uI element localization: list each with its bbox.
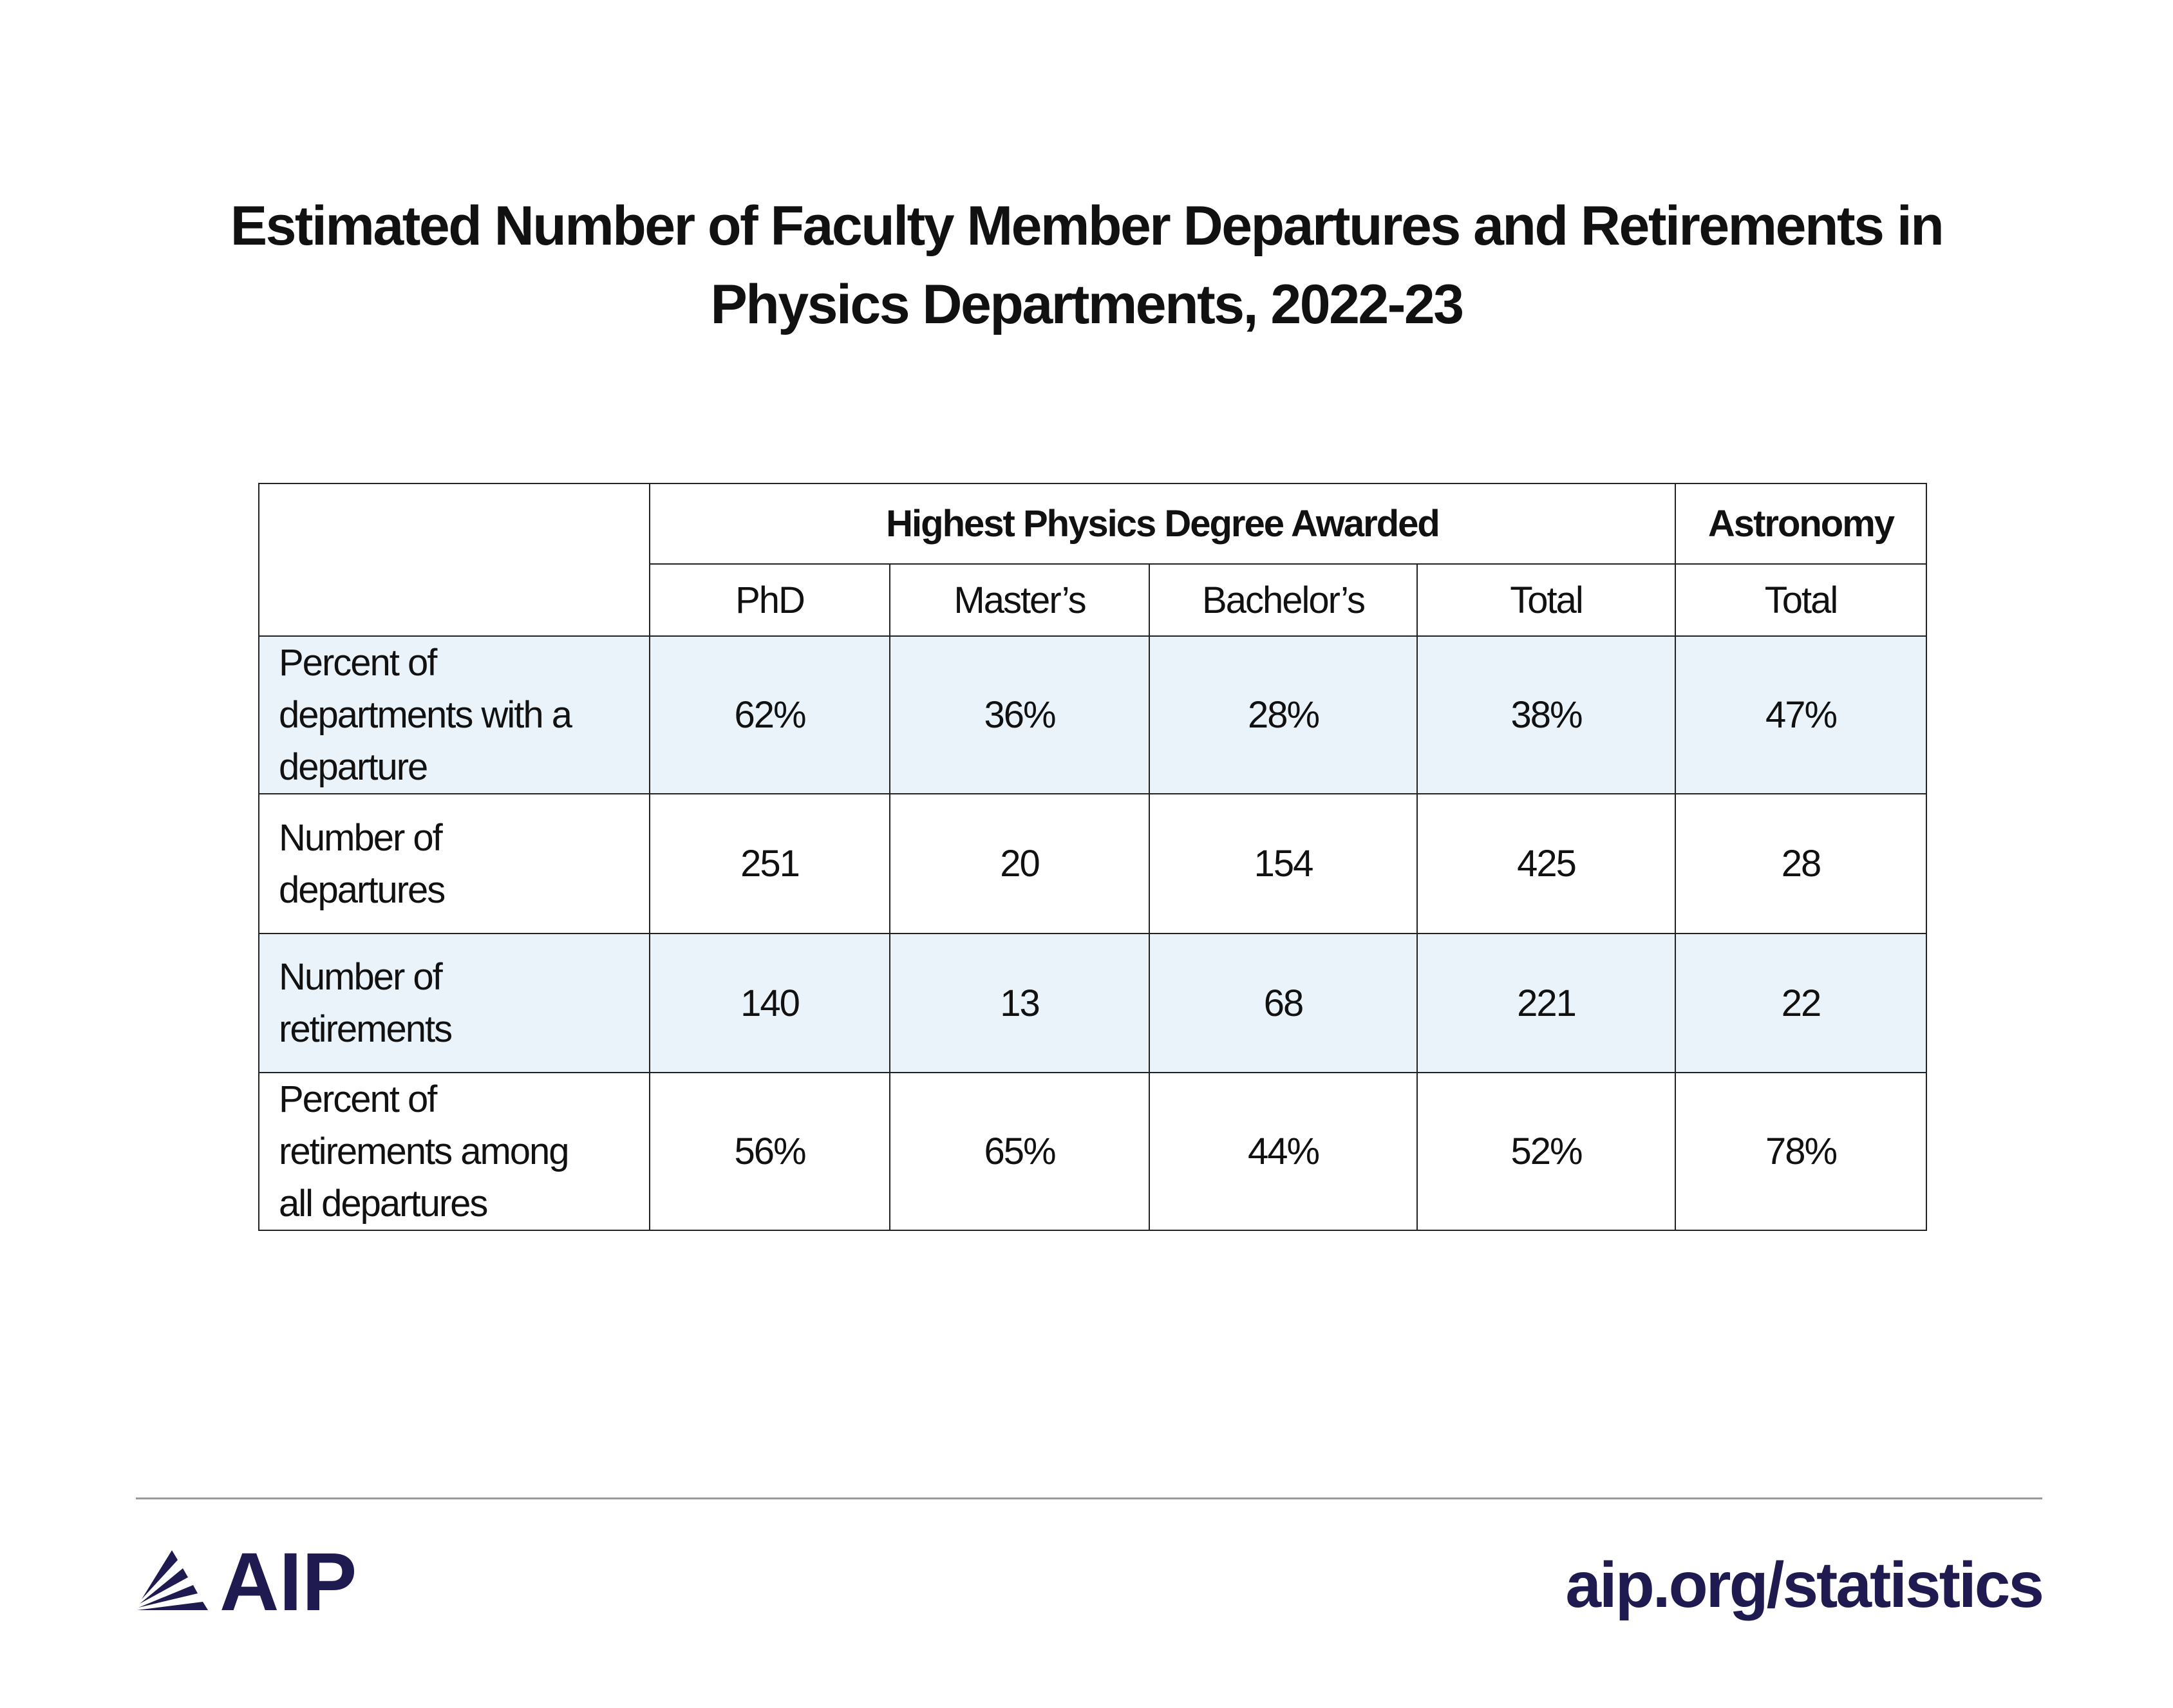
row-label-line: retirements among bbox=[279, 1131, 570, 1172]
aip-logo: AIP bbox=[137, 1536, 357, 1628]
table-row: Number of departures 251 20 154 425 28 bbox=[258, 793, 1927, 934]
column-header: PhD bbox=[649, 563, 890, 637]
group-header-physics: Highest Physics Degree Awarded bbox=[649, 483, 1676, 565]
column-header-row: PhD Master’s Bachelor’s Total Total bbox=[259, 563, 1927, 637]
table-row: Percent of departments with a departure 62… bbox=[258, 635, 1927, 794]
footer-divider bbox=[136, 1497, 2042, 1499]
row-label-line: Percent of bbox=[279, 1078, 437, 1120]
corner-cell bbox=[258, 483, 650, 637]
row-label: Number of retirements bbox=[258, 933, 650, 1073]
table-cell: 425 bbox=[1416, 793, 1676, 934]
row-label-line: retirements bbox=[279, 1008, 453, 1050]
row-label-line: Number of bbox=[279, 816, 443, 859]
table-cell: 65% bbox=[889, 1072, 1150, 1231]
table-cell: 47% bbox=[1675, 635, 1927, 794]
row-label-line: departure bbox=[279, 746, 428, 788]
row-label: Percent of retirements among all departure… bbox=[258, 1072, 650, 1231]
aip-rays-icon bbox=[137, 1550, 208, 1610]
chart-title: Estimated Number of Faculty Member Depar… bbox=[0, 187, 2173, 344]
table-row: Percent of retirements among all departure… bbox=[258, 1072, 1927, 1231]
table-row: Number of retirements 140 13 68 221 22 bbox=[258, 933, 1927, 1073]
table-cell: 13 bbox=[889, 933, 1150, 1073]
row-label-line: Number of bbox=[279, 956, 443, 998]
table-cell: 251 bbox=[649, 793, 890, 934]
table-cell: 78% bbox=[1675, 1072, 1927, 1231]
table-cell: 221 bbox=[1416, 933, 1676, 1073]
column-header: Total bbox=[1675, 563, 1927, 637]
table-cell: 56% bbox=[649, 1072, 890, 1231]
aip-logo-text: AIP bbox=[220, 1536, 357, 1628]
table-cell: 36% bbox=[889, 635, 1150, 794]
table-cell: 68 bbox=[1149, 933, 1418, 1073]
column-header: Total bbox=[1416, 563, 1676, 637]
row-label: Number of departures bbox=[258, 793, 650, 934]
table-cell: 52% bbox=[1416, 1072, 1676, 1231]
data-table: Highest Physics Degree Awarded Astronomy… bbox=[258, 483, 1927, 1231]
title-line-2: Physics Departments, 2022-23 bbox=[710, 274, 1464, 335]
column-header: Master’s bbox=[889, 563, 1150, 637]
group-header-astronomy: Astronomy bbox=[1675, 483, 1927, 565]
table-cell: 38% bbox=[1416, 635, 1676, 794]
table-cell: 28% bbox=[1149, 635, 1418, 794]
group-header-row: Highest Physics Degree Awarded Astronomy bbox=[258, 483, 1927, 637]
table-cell: 140 bbox=[649, 933, 890, 1073]
table-cell: 22 bbox=[1675, 933, 1927, 1073]
row-label-line: Percent of bbox=[279, 642, 437, 684]
row-label: Percent of departments with a departure bbox=[258, 635, 650, 794]
table-cell: 20 bbox=[889, 793, 1150, 934]
table-cell: 28 bbox=[1675, 793, 1927, 934]
row-label-line: departures bbox=[279, 868, 446, 911]
statistics-link[interactable]: aip.org/statistics bbox=[1565, 1549, 2044, 1621]
title-line-1: Estimated Number of Faculty Member Depar… bbox=[230, 195, 1944, 257]
table-cell: 62% bbox=[649, 635, 890, 794]
table-cell: 154 bbox=[1149, 793, 1418, 934]
column-header: Bachelor’s bbox=[1149, 563, 1418, 637]
row-label-line: departments with a bbox=[279, 694, 572, 736]
row-label-line: all departures bbox=[279, 1183, 488, 1225]
table-cell: 44% bbox=[1149, 1072, 1418, 1231]
